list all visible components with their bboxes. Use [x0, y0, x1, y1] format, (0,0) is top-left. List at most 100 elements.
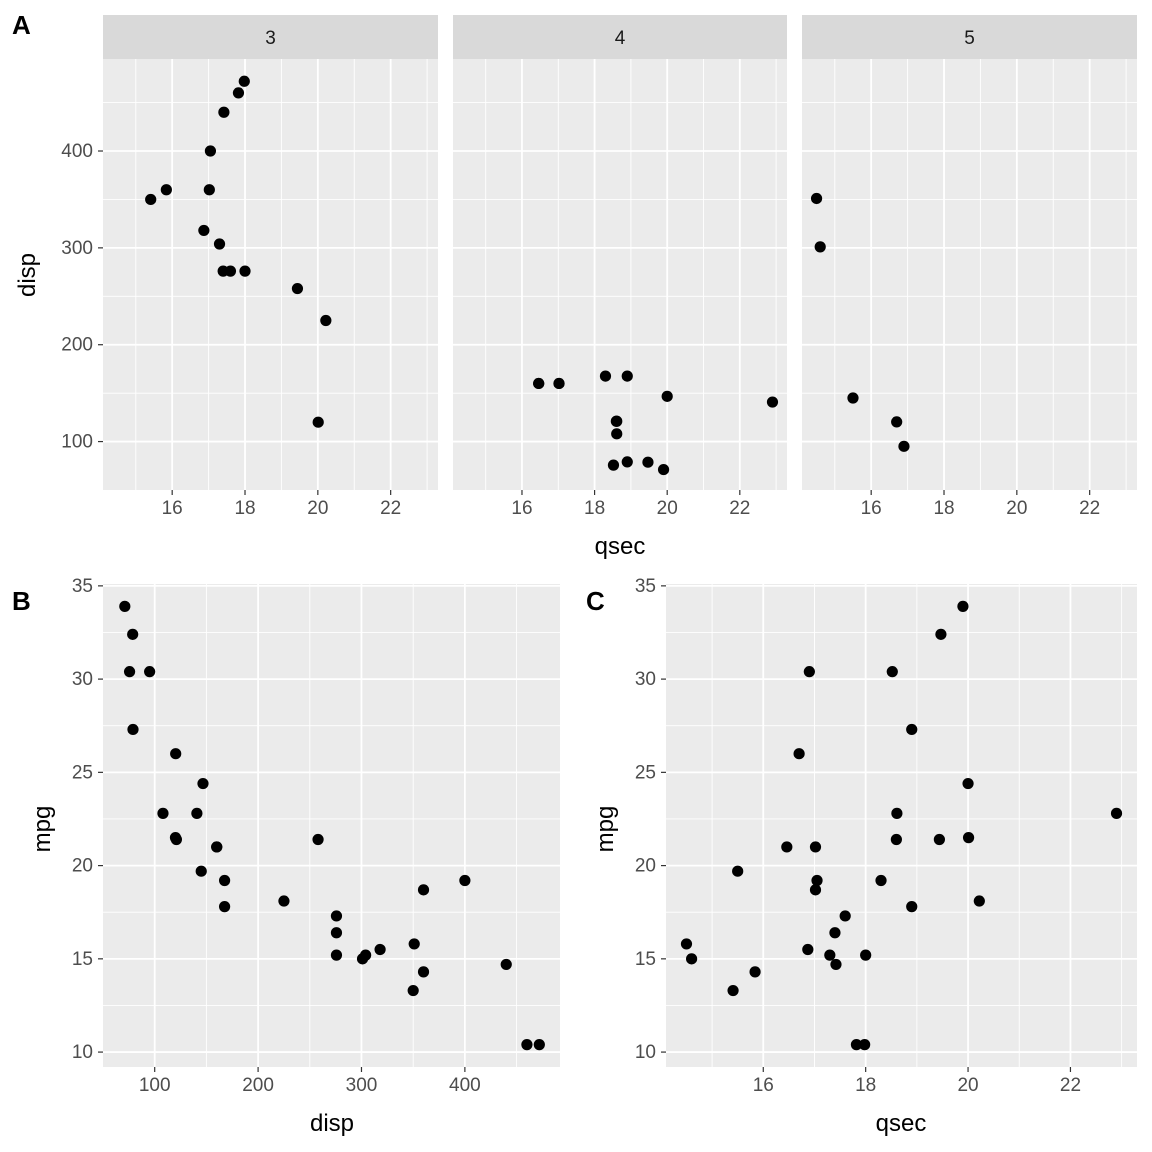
panel-background: [666, 584, 1137, 1067]
x-tick-label: 16: [511, 498, 532, 519]
y-tick-label: 15: [72, 949, 93, 970]
data-point: [197, 777, 209, 790]
data-point: [330, 927, 343, 939]
data-point: [809, 884, 822, 896]
data-point: [727, 984, 739, 997]
data-point: [611, 428, 623, 440]
panel-c-x-axis-title: qsec: [876, 1110, 927, 1137]
data-point: [906, 723, 918, 736]
panel-tag-b: B: [12, 586, 31, 616]
panel-c-mpg-vs-qsec: 16 18 20 22 10 15 20 25 30 35: [635, 576, 1137, 1096]
x-tick-label: 200: [242, 1075, 274, 1096]
data-point: [793, 748, 805, 760]
data-point: [127, 628, 139, 640]
panel-tag-c: C: [586, 586, 605, 616]
data-point: [160, 184, 172, 196]
data-point: [417, 884, 430, 896]
data-point: [312, 416, 324, 428]
y-tick-label: 35: [635, 576, 656, 597]
x-tick-label: 18: [933, 498, 954, 519]
data-point: [407, 984, 419, 997]
x-tick-label: 22: [380, 498, 401, 519]
data-point: [829, 927, 841, 939]
data-point: [218, 106, 230, 118]
data-point: [599, 370, 612, 382]
data-point: [890, 833, 902, 846]
data-point: [781, 841, 793, 853]
data-point: [891, 807, 903, 819]
data-point: [610, 415, 622, 427]
data-point: [685, 953, 698, 965]
x-tick-label: 22: [1079, 498, 1100, 519]
y-tick-label: 300: [61, 238, 93, 259]
panel-background: [103, 59, 438, 490]
data-point: [732, 865, 744, 877]
data-point: [238, 75, 250, 87]
x-tick-label: 16: [753, 1075, 774, 1096]
data-point: [898, 440, 910, 452]
data-point: [642, 456, 654, 468]
data-point: [875, 874, 887, 887]
facet-strip-label: 4: [615, 28, 626, 49]
y-tick-label: 20: [635, 856, 656, 877]
data-point: [203, 184, 215, 196]
data-point: [802, 943, 814, 956]
data-point: [330, 949, 343, 961]
y-tick-label: 10: [72, 1042, 93, 1063]
data-point: [962, 777, 974, 790]
y-tick-label: 35: [72, 576, 93, 597]
data-point: [766, 396, 779, 408]
data-point: [962, 832, 975, 844]
y-tick-label: 25: [635, 762, 656, 783]
data-point: [661, 390, 673, 402]
data-point: [170, 748, 182, 760]
data-point: [123, 666, 136, 678]
data-point: [232, 87, 245, 99]
data-point: [891, 416, 903, 428]
data-point: [144, 666, 156, 678]
panel-tag-a: A: [12, 10, 31, 40]
facet-strip: [802, 15, 1137, 59]
data-point: [860, 949, 872, 961]
data-point: [374, 943, 386, 956]
data-point: [224, 265, 237, 277]
data-point: [607, 459, 620, 471]
data-point: [145, 193, 157, 206]
x-tick-label: 20: [657, 498, 678, 519]
data-point: [957, 600, 969, 612]
data-point: [749, 966, 761, 978]
data-point: [906, 901, 918, 913]
x-tick-label: 100: [139, 1075, 171, 1096]
data-point: [191, 807, 203, 819]
data-point: [839, 910, 851, 922]
panel-a-disp-vs-qsec-by-gear: 3 16 18 20 22 100 200 300 400 4 16 18 20 22 5 16 18 20 22: [61, 15, 1137, 519]
data-point: [459, 874, 471, 887]
panel-b-y-axis-title: mpg: [29, 806, 56, 853]
x-tick-label: 18: [584, 498, 605, 519]
panel-c-y-axis-title: mpg: [592, 806, 619, 853]
x-tick-label: 18: [855, 1075, 876, 1096]
data-point: [320, 314, 332, 327]
y-tick-label: 400: [61, 141, 93, 162]
facet-panel-gear-3: 3 16 18 20 22 100 200 300 400: [61, 15, 438, 519]
data-point: [859, 1039, 871, 1051]
data-point: [500, 958, 512, 971]
panel-background: [103, 584, 560, 1067]
data-point: [847, 392, 859, 404]
x-tick-label: 20: [307, 498, 328, 519]
data-point: [621, 456, 633, 468]
x-tick-label: 16: [861, 498, 882, 519]
panel-background: [802, 59, 1137, 490]
data-point: [198, 224, 210, 237]
x-tick-label: 400: [449, 1075, 481, 1096]
data-point: [973, 895, 985, 907]
facet-strip-label: 5: [964, 28, 975, 49]
data-point: [533, 1039, 545, 1051]
data-point: [330, 910, 343, 922]
data-point: [218, 874, 231, 887]
facet-strip: [453, 15, 787, 59]
data-point: [408, 938, 420, 950]
facet-strip-label: 3: [265, 28, 276, 49]
data-point: [312, 833, 324, 846]
y-tick-label: 30: [72, 669, 93, 690]
